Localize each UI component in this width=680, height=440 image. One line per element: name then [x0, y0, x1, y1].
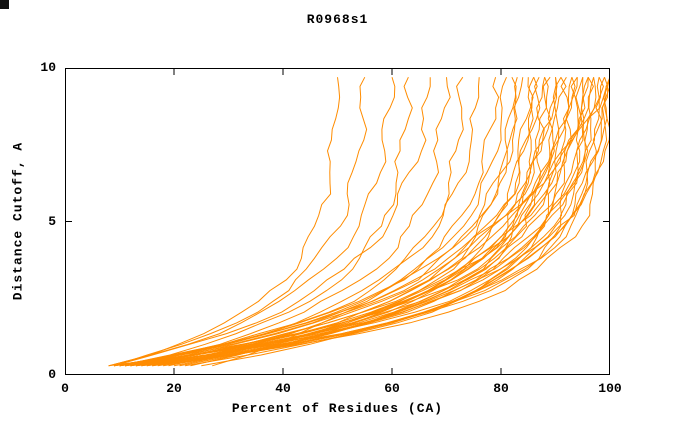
- model-curve: [130, 76, 552, 367]
- model-curve: [163, 77, 597, 367]
- model-curve: [130, 77, 595, 367]
- x-axis-label: Percent of Residues (CA): [231, 401, 444, 416]
- model-curve: [146, 77, 610, 367]
- y-tick-label: 0: [48, 367, 56, 382]
- model-curve: [124, 77, 451, 367]
- model-curve: [113, 76, 368, 367]
- model-curve: [119, 77, 534, 367]
- y-tick-label: 10: [40, 60, 56, 75]
- model-curve: [130, 77, 480, 367]
- x-tick-label: 80: [493, 381, 509, 396]
- model-curve: [130, 77, 524, 367]
- model-curve: [135, 76, 570, 367]
- model-curve: [173, 76, 604, 367]
- model-curve: [201, 77, 610, 367]
- y-tick-label: 5: [48, 213, 56, 229]
- model-curve: [119, 76, 464, 367]
- model-curve: [108, 77, 396, 367]
- x-tick-label: 60: [384, 381, 400, 396]
- model-curve: [119, 77, 558, 367]
- model-curve: [146, 77, 558, 367]
- x-tick-label: 20: [166, 381, 182, 396]
- plot-svg: [65, 68, 610, 375]
- corner-mark: [0, 0, 9, 9]
- x-tick-label: 0: [61, 381, 69, 396]
- x-tick-label: 40: [275, 381, 291, 396]
- model-curve: [113, 77, 500, 367]
- model-curve: [119, 76, 413, 367]
- model-curve: [190, 77, 589, 367]
- model-curve: [152, 77, 610, 367]
- model-curve: [124, 76, 541, 367]
- model-curve: [113, 77, 431, 367]
- model-curve: [212, 77, 610, 367]
- chart-title: R0968s1: [306, 12, 369, 27]
- x-tick-label: 100: [598, 381, 622, 396]
- model-curve: [184, 77, 605, 367]
- plot-area: [65, 68, 610, 375]
- model-curve: [108, 77, 341, 367]
- model-curve: [119, 77, 507, 367]
- model-curve: [124, 76, 517, 367]
